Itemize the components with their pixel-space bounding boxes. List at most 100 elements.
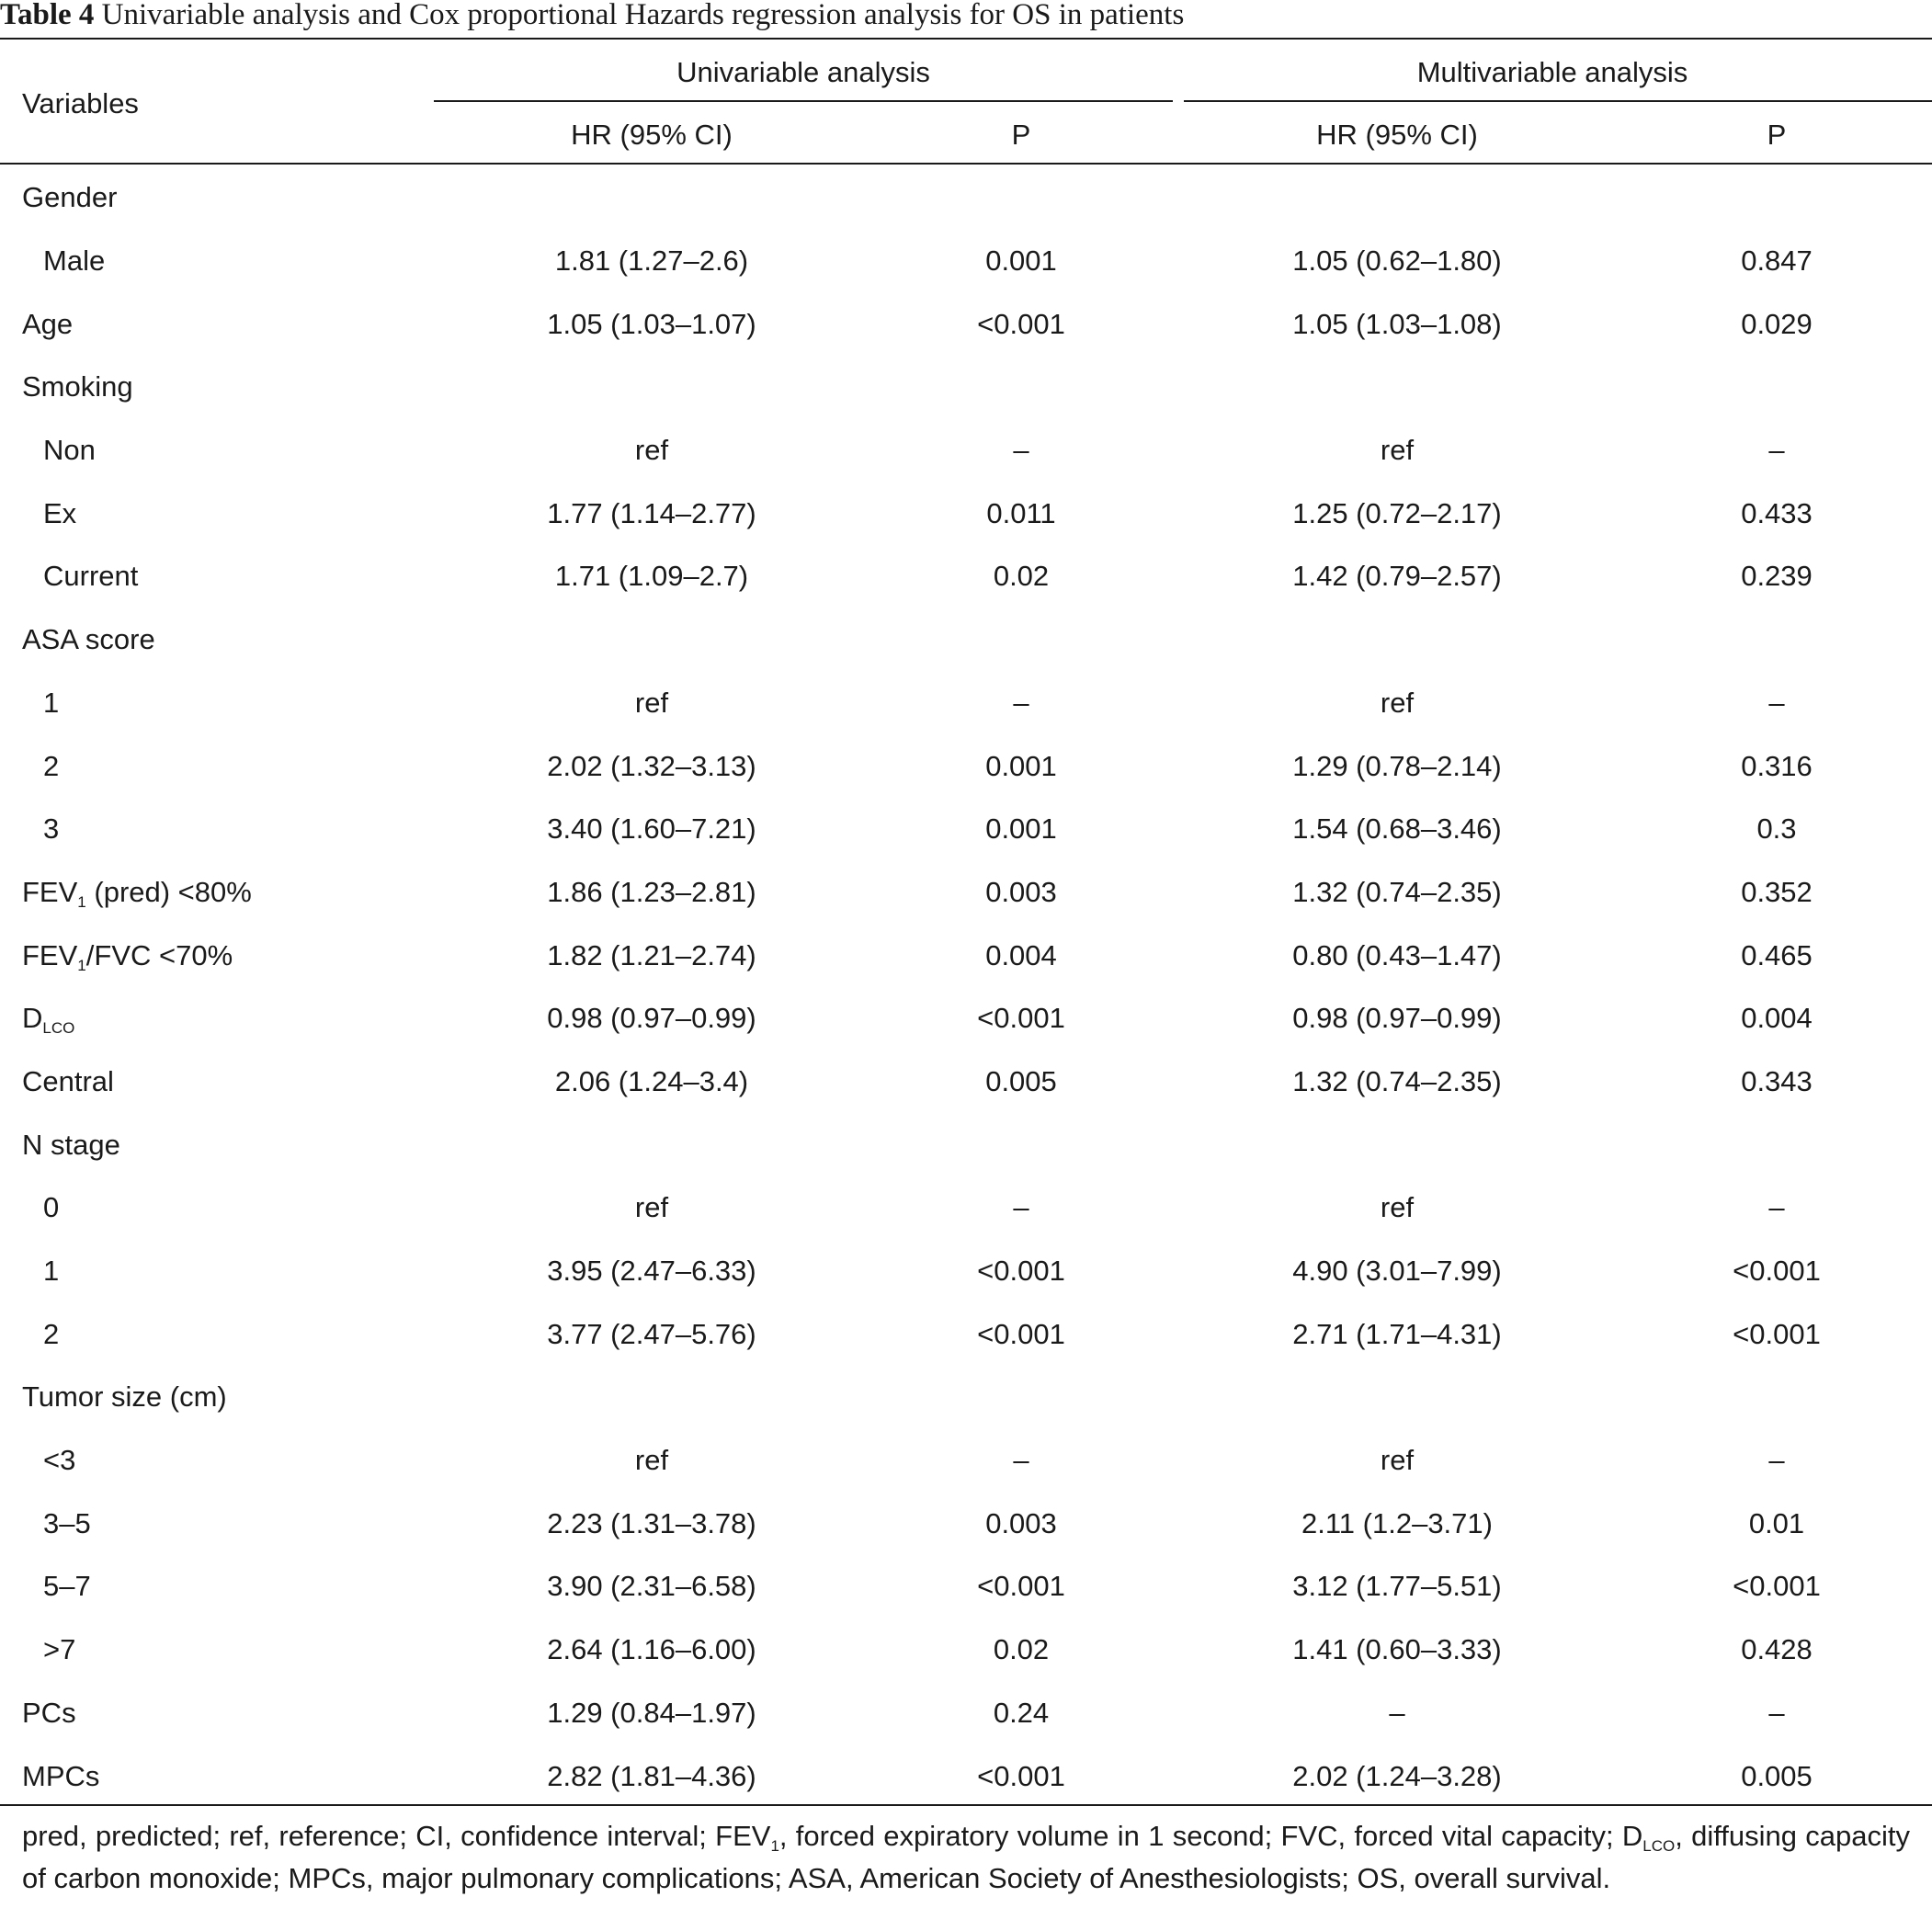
row-variable-text: FEV [22,938,78,971]
cell-multi-p [1621,166,1932,230]
cell-uni-hr [434,1366,869,1429]
cell-uni-p: <0.001 [977,1570,1065,1603]
table-row: <3 ref – ref – [0,1429,1932,1493]
row-variable: FEV1 (pred) <80% [0,861,434,925]
cell-multi-p: 0.3 [1756,812,1797,846]
table-caption-text: Univariable analysis and Cox proportiona… [101,0,1185,31]
cell-multi-p: 0.465 [1741,938,1813,971]
row-variable-text: 0 [43,1191,60,1224]
cell-multi-p: 0.352 [1741,875,1813,908]
row-variable: PCs [0,1682,434,1745]
table-row: 3–5 2.23 (1.31–3.78) 0.003 2.11 (1.2–3.71) 0… [0,1492,1932,1555]
row-variable-text: Current [43,560,139,593]
cell-uni-p: 0.011 [986,496,1056,529]
cell-uni-p: 0.003 [985,1506,1057,1539]
row-variable: >7 [0,1619,434,1682]
cell-uni-p [869,356,1173,419]
rule-top [0,38,1932,40]
row-variable: 0 [0,1176,434,1240]
row-variable: DLCO [0,987,434,1051]
cell-multi-p [1621,1366,1932,1429]
cell-uni-hr: 2.64 (1.16–6.00) [547,1633,756,1666]
cell-uni-p [869,166,1173,230]
table-caption-label: Table 4 [0,0,95,31]
header-multivariable: Multivariable analysis [1416,55,1688,88]
cell-uni-p: <0.001 [977,1759,1065,1792]
cell-uni-hr [434,1113,869,1176]
row-variable: Smoking [0,356,434,419]
cell-uni-hr [434,166,869,230]
row-variable-text: Ex [43,496,77,529]
cell-multi-hr [1173,1366,1621,1429]
cell-multi-hr: 1.25 (0.72–2.17) [1292,496,1502,529]
cell-multi-p: 0.343 [1741,1064,1813,1097]
cell-multi-p: – [1768,686,1785,719]
cell-multi-hr: 1.29 (0.78–2.14) [1292,749,1502,782]
cell-multi-hr: – [1389,1696,1405,1729]
table-row: 3 3.40 (1.60–7.21) 0.001 1.54 (0.68–3.46) 0.… [0,798,1932,861]
row-variable: Gender [0,166,434,230]
table-caption: Table 4 Univariable analysis and Cox pro… [0,0,1932,39]
cell-uni-p: 0.003 [985,875,1057,908]
header-variables: Variables [22,86,139,119]
cell-uni-p: 0.005 [985,1064,1057,1097]
row-variable-text: Male [43,244,106,278]
cell-uni-hr: 2.02 (1.32–3.13) [547,749,756,782]
row-variable: 1 [0,1240,434,1303]
table-body: Gender Male 1.81 (1.27–2.6) 0.001 1.05 (0.62… [0,166,1932,1808]
footnote-sub1: 1 [770,1837,779,1855]
row-variable-text: Smoking [22,370,133,403]
cell-multi-p: 0.433 [1741,496,1813,529]
cell-multi-hr: 1.32 (0.74–2.35) [1292,875,1502,908]
cell-uni-p: – [1013,1191,1029,1224]
header-multi-p: P [1767,119,1787,151]
row-variable: FEV1/FVC <70% [0,924,434,987]
row-variable-suffix: /FVC <70% [85,938,233,971]
cell-multi-p: – [1768,434,1785,467]
row-variable: Tumor size (cm) [0,1366,434,1429]
cell-uni-p: – [1013,686,1029,719]
row-variable-text: Non [43,434,96,467]
row-variable-text: <3 [43,1444,76,1477]
row-variable-text: >7 [43,1633,76,1666]
table-row: Smoking [0,356,1932,419]
cell-uni-p: <0.001 [977,1255,1065,1288]
cell-multi-hr: 0.98 (0.97–0.99) [1292,1002,1502,1035]
header-uni-hr: HR (95% CI) [571,119,733,151]
cell-uni-hr: 1.77 (1.14–2.77) [547,496,756,529]
cell-multi-p: 0.428 [1741,1633,1813,1666]
row-variable: Ex [0,482,434,545]
table-row: Current 1.71 (1.09–2.7) 0.02 1.42 (0.79–2.5… [0,545,1932,608]
row-variable-text: Gender [22,181,118,214]
row-variable-suffix: (pred) <80% [85,875,252,908]
cell-multi-p: 0.847 [1741,244,1813,278]
table-row: DLCO 0.98 (0.97–0.99) <0.001 0.98 (0.97–0.9… [0,987,1932,1051]
cell-uni-p: <0.001 [977,1317,1065,1350]
row-variable-subscript: 1 [77,892,86,911]
cell-uni-hr: 2.82 (1.81–4.36) [547,1759,756,1792]
row-variable-text: 3–5 [43,1506,91,1539]
row-variable-text: 2 [43,749,60,782]
cell-multi-hr: 1.05 (1.03–1.08) [1292,307,1502,340]
cell-uni-p: 0.001 [985,812,1057,846]
table-row: >7 2.64 (1.16–6.00) 0.02 1.41 (0.60–3.33) 0.… [0,1619,1932,1682]
cell-uni-hr: 1.82 (1.21–2.74) [547,938,756,971]
table-row: 2 2.02 (1.32–3.13) 0.001 1.29 (0.78–2.14) 0.… [0,734,1932,798]
cell-uni-hr: 3.77 (2.47–5.76) [547,1317,756,1350]
row-variable: 3–5 [0,1492,434,1555]
cell-multi-p: 0.01 [1748,1506,1805,1539]
cell-multi-hr: 1.05 (0.62–1.80) [1292,244,1502,278]
table-row: Age 1.05 (1.03–1.07) <0.001 1.05 (1.03–1.08… [0,292,1932,356]
row-variable-text: FEV [22,875,78,908]
table-row: 1 ref – ref – [0,672,1932,735]
table-row: Non ref – ref – [0,419,1932,483]
row-variable-text: Central [22,1064,114,1097]
cell-multi-hr: 4.90 (3.01–7.99) [1292,1255,1502,1288]
table-row: 2 3.77 (2.47–5.76) <0.001 2.71 (1.71–4.31) <… [0,1302,1932,1366]
cell-multi-hr [1173,166,1621,230]
row-variable: 2 [0,734,434,798]
row-variable-text: D [22,1002,43,1035]
table-row: Male 1.81 (1.27–2.6) 0.001 1.05 (0.62–1.80)… [0,230,1932,293]
cell-multi-hr: 2.71 (1.71–4.31) [1292,1317,1502,1350]
